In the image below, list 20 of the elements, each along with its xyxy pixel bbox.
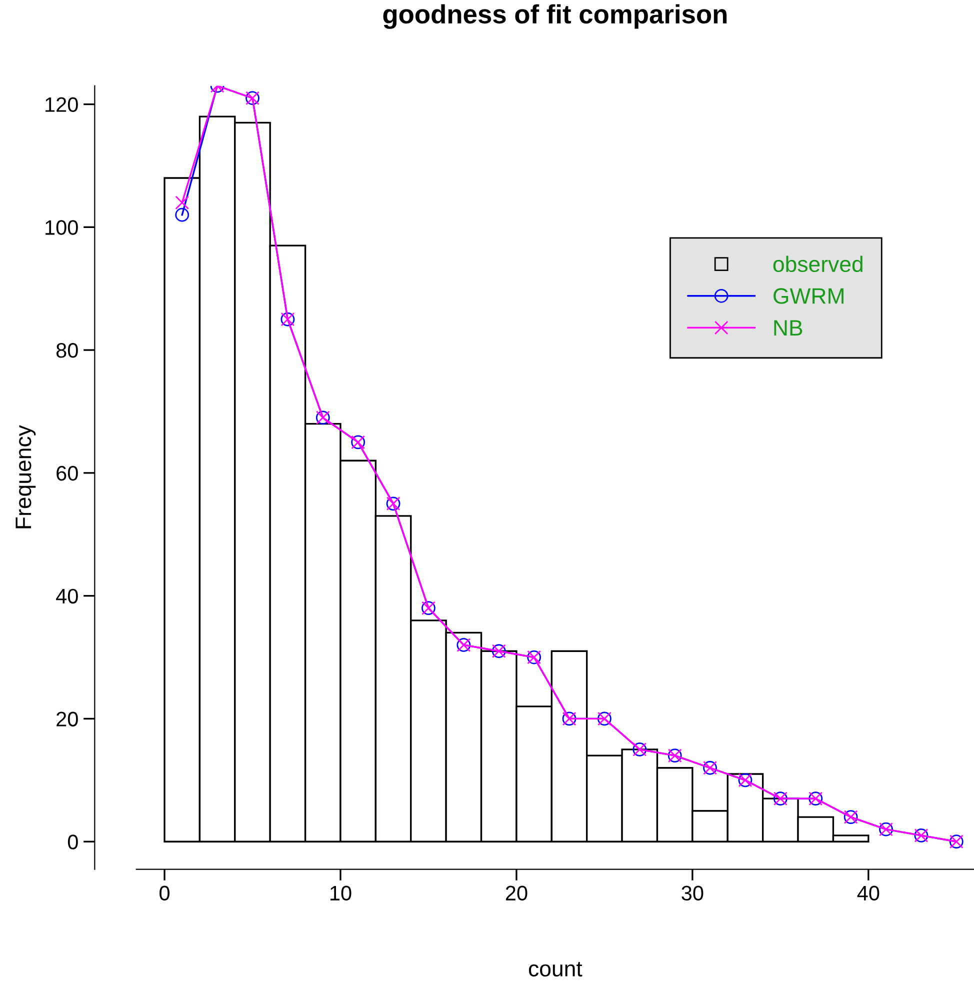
legend-label: NB: [774, 320, 802, 336]
point: [175, 208, 190, 222]
y-tick-label: 40: [56, 588, 78, 604]
x-tick-label: 40: [857, 886, 880, 901]
x-tick-label: 30: [682, 886, 704, 901]
x-axis-title: count: [528, 962, 582, 977]
x-tick-label: 0: [160, 886, 170, 901]
y-tick-label: 120: [46, 97, 78, 112]
y-tick-label: 20: [56, 712, 78, 726]
y-tick-label: 100: [46, 220, 78, 235]
x-tick-label: 20: [506, 886, 528, 901]
x-tick-label: 10: [330, 886, 352, 901]
y-tick-label: 60: [56, 466, 78, 481]
point: [175, 196, 190, 210]
chart-title: goodness of fit comparison: [383, 4, 727, 29]
legend-label: GWRM: [774, 288, 844, 304]
legend-label: observed: [773, 256, 862, 272]
y-axis-title: Frequency: [16, 425, 36, 528]
y-tick-label: 0: [68, 834, 78, 850]
y-tick-label: 80: [56, 343, 78, 358]
